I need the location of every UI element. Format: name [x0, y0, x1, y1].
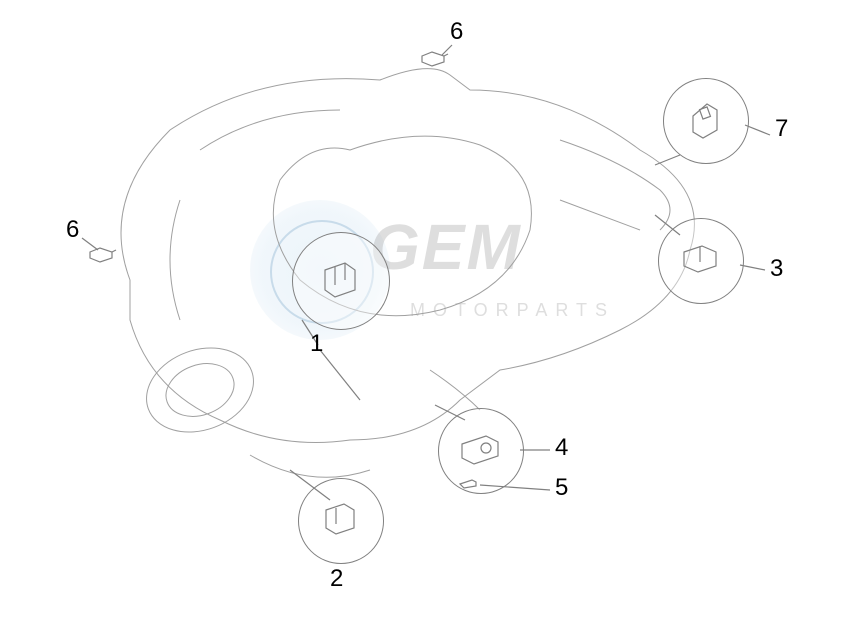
leader-lines	[0, 0, 846, 635]
callout-label-6-left: 6	[66, 216, 79, 244]
callout-label-1: 1	[310, 330, 323, 358]
callout-label-2: 2	[330, 565, 343, 593]
callout-label-4: 4	[555, 434, 568, 462]
callout-label-7: 7	[775, 115, 788, 143]
callout-label-3: 3	[770, 255, 783, 283]
callout-label-6-top: 6	[450, 18, 463, 46]
callout-label-5: 5	[555, 474, 568, 502]
